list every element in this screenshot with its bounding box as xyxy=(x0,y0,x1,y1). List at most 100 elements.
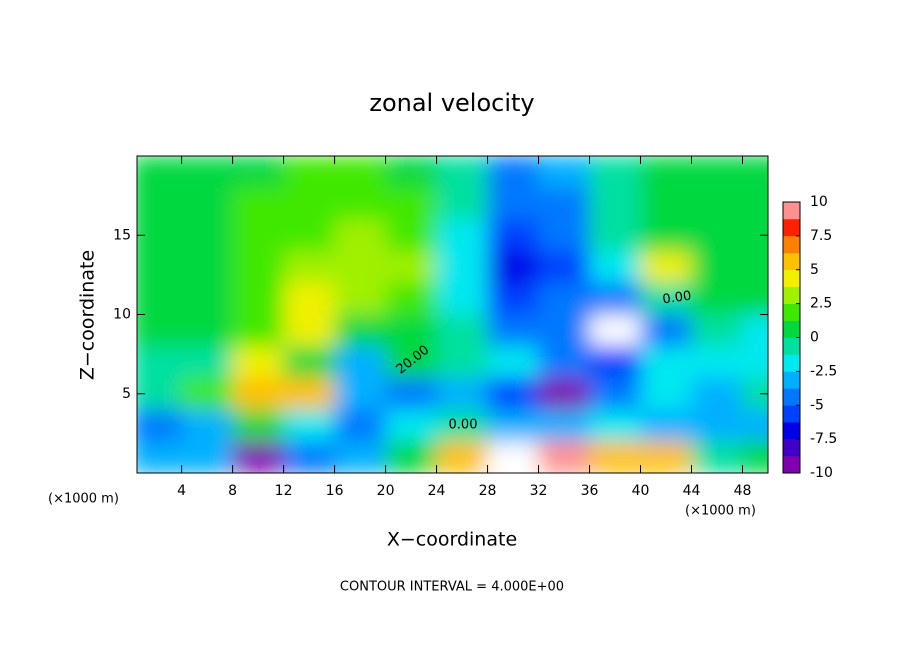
field-cell xyxy=(181,282,234,315)
colorbar-band xyxy=(783,439,800,457)
unit-label: (×1000 m) xyxy=(48,492,119,507)
field-cell xyxy=(436,441,489,473)
field-cell xyxy=(181,314,234,347)
field-cell xyxy=(232,187,285,220)
field-cell xyxy=(283,314,336,347)
x-tick-label: 8 xyxy=(228,483,237,499)
field-cell xyxy=(487,251,540,284)
field-cell xyxy=(640,346,693,379)
colorbar-band xyxy=(783,371,800,389)
colorbar-band xyxy=(783,269,800,287)
field xyxy=(137,156,768,473)
field-cell xyxy=(538,346,591,379)
x-tick-label: 40 xyxy=(632,483,650,499)
field-cell xyxy=(436,409,489,442)
colorbar-band xyxy=(783,456,800,474)
field-cell xyxy=(137,346,183,379)
field-cell xyxy=(589,409,642,442)
field-cell xyxy=(232,282,285,315)
field-cell xyxy=(691,187,744,220)
field-cell xyxy=(385,219,438,252)
field-cell xyxy=(691,409,744,442)
field-cell xyxy=(691,219,744,252)
footnote: CONTOUR INTERVAL = 4.000E+00 xyxy=(340,580,564,595)
field-cell xyxy=(589,282,642,315)
field-cell xyxy=(436,346,489,379)
field-cell xyxy=(137,314,183,347)
x-tick-label: 4 xyxy=(177,483,186,499)
field-cell xyxy=(283,219,336,252)
field-cell xyxy=(742,441,768,473)
field-cell xyxy=(283,346,336,379)
x-tick-label: 28 xyxy=(479,483,497,499)
unit-label: (×1000 m) xyxy=(685,504,756,519)
x-tick-label: 36 xyxy=(581,483,599,499)
field-cell xyxy=(640,377,693,411)
field-cell xyxy=(181,187,234,220)
field-cell xyxy=(181,156,234,189)
colorbar-band xyxy=(783,320,800,338)
field-cell xyxy=(232,251,285,284)
field-cell xyxy=(385,441,438,473)
field-cell xyxy=(538,187,591,220)
field-cell xyxy=(283,282,336,315)
field-cell xyxy=(742,156,768,189)
field-cell xyxy=(691,314,744,347)
field-cell xyxy=(640,219,693,252)
colorbar-tick-label: -2.5 xyxy=(810,363,837,379)
field-cell xyxy=(385,377,438,411)
x-tick-label: 12 xyxy=(275,483,293,499)
field-cell xyxy=(334,409,387,442)
colorbar-band xyxy=(783,422,800,440)
field-cell xyxy=(181,441,234,473)
field-cell xyxy=(385,156,438,189)
colorbar-tick-label: 10 xyxy=(810,194,828,210)
field-cell xyxy=(589,314,642,347)
field-cell xyxy=(385,282,438,315)
field-cell xyxy=(283,187,336,220)
field-cell xyxy=(137,187,183,220)
colorbar-band xyxy=(783,235,800,254)
field-cell xyxy=(538,282,591,315)
colorbar-band xyxy=(783,252,800,271)
colorbar-tick-label: -5 xyxy=(810,397,824,413)
contour-label: 0.00 xyxy=(662,289,693,308)
field-cell xyxy=(538,441,591,473)
y-tick-label: 15 xyxy=(113,227,131,243)
field-cells xyxy=(137,156,768,473)
field-cell xyxy=(487,314,540,347)
field-cell xyxy=(232,156,285,189)
colorbar-tick-label: 7.5 xyxy=(810,228,832,244)
field-cell xyxy=(385,187,438,220)
field-cell xyxy=(181,377,234,411)
field-cell xyxy=(385,346,438,379)
colorbar-band xyxy=(783,286,800,304)
field-cell xyxy=(334,156,387,189)
field-cell xyxy=(283,377,336,411)
field-cell xyxy=(181,219,234,252)
x-tick-label: 44 xyxy=(683,483,701,499)
field-cell xyxy=(283,441,336,473)
field-cell xyxy=(436,251,489,284)
field-cell xyxy=(589,156,642,189)
field-cell xyxy=(385,409,438,442)
field-cell xyxy=(436,377,489,411)
field-cell xyxy=(385,251,438,284)
field-cell xyxy=(487,282,540,315)
field-cell xyxy=(283,156,336,189)
field-cell xyxy=(232,314,285,347)
field-cell xyxy=(334,346,387,379)
field-cell xyxy=(589,441,642,473)
field-cell xyxy=(742,409,768,442)
colorbar-band xyxy=(783,388,800,406)
field-cell xyxy=(232,377,285,411)
field-cell xyxy=(640,156,693,189)
field-cell xyxy=(487,156,540,189)
chart-title: zonal velocity xyxy=(369,89,534,117)
field-cell xyxy=(436,314,489,347)
field-cell xyxy=(538,409,591,442)
field-cell xyxy=(640,441,693,473)
field-cell xyxy=(691,377,744,411)
x-tick-label: 20 xyxy=(377,483,395,499)
